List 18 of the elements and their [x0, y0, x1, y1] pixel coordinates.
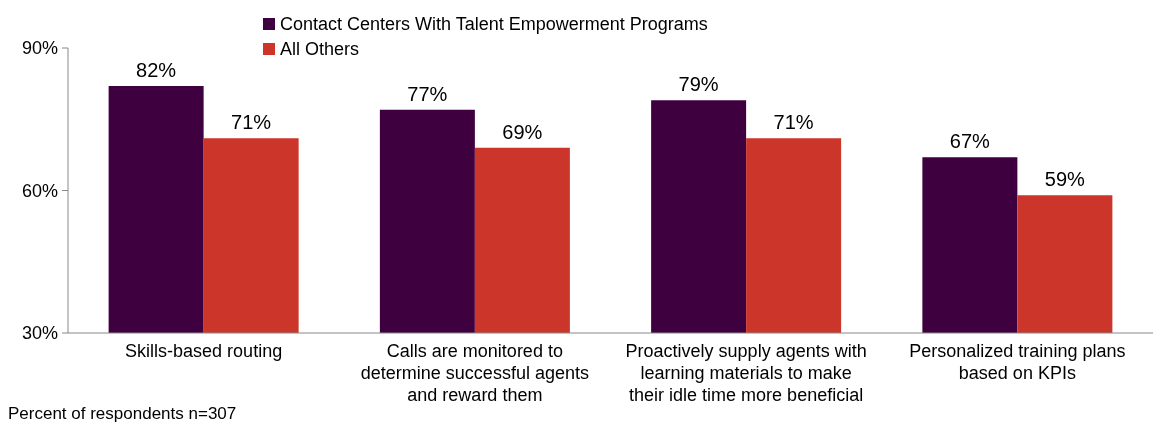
y-tick-label: 90% [21, 38, 58, 59]
data-label: 59% [1044, 168, 1086, 191]
data-label: 71% [773, 111, 814, 134]
x-tick-label: Calls are monitored to determine successful agents and reward them [360, 341, 589, 405]
data-label: 77% [407, 82, 448, 105]
legend-label: All Others [280, 39, 360, 60]
data-label: 69% [502, 120, 543, 143]
legend-label: Contact Centers With Talent Empowerment Programs [280, 14, 708, 35]
data-label: 71% [231, 111, 272, 134]
x-tick-label: Skills-based routing [125, 341, 283, 361]
y-tick-label: 60% [21, 180, 58, 201]
x-tick-label: Personalized training plans based on KPIs [909, 341, 1126, 383]
data-label: 82% [136, 59, 177, 81]
text: Percent of respondents n=307 [8, 404, 237, 423]
x-tick-label: Proactively supply agents with learning materials to make their idle time more beneficial [625, 341, 867, 405]
data-label: 79% [678, 73, 719, 96]
y-tick-label: 30% [21, 323, 58, 344]
data-label: 67% [949, 130, 991, 153]
